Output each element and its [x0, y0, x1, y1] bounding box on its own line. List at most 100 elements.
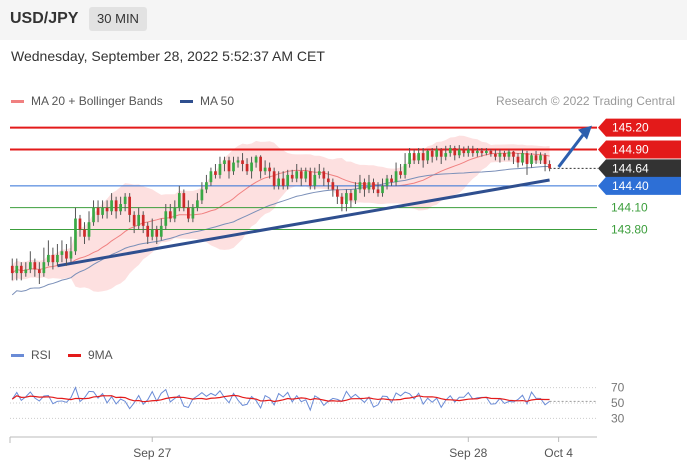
candle [51, 247, 55, 270]
candle-body [74, 218, 77, 252]
candle-body [128, 196, 132, 215]
candle-body [227, 160, 231, 172]
candle [245, 158, 249, 175]
candle-body [503, 153, 506, 157]
candle-body [141, 214, 145, 226]
rsi-ma9-line [11, 394, 550, 403]
candle [69, 236, 73, 263]
symbol-label[interactable]: USD/JPY [10, 10, 79, 27]
candle [403, 153, 407, 179]
candle-body [345, 193, 348, 204]
candle-body [245, 164, 249, 172]
candle [15, 258, 19, 281]
candle-body [164, 211, 168, 226]
candle-body [205, 182, 208, 190]
candle [150, 218, 154, 241]
candle-body [223, 160, 226, 164]
candle-body [453, 148, 457, 156]
ma50-legend: MA 50 [180, 94, 234, 108]
candle [349, 189, 353, 208]
candle-body [259, 156, 262, 172]
candle-body [105, 207, 109, 212]
candle [146, 222, 150, 244]
candle-body [376, 189, 380, 194]
candle-body [42, 262, 46, 274]
candle [485, 148, 488, 156]
ma50-legend-label: MA 50 [200, 94, 235, 108]
candle-body [390, 178, 393, 183]
candle-body [507, 151, 511, 157]
timeframe-button[interactable]: 30 MIN [89, 7, 147, 31]
candle-body [521, 153, 524, 163]
candle [354, 182, 357, 204]
level-label-0: 145.20 [612, 121, 649, 135]
candle [345, 189, 348, 212]
candle [543, 153, 547, 172]
candle [412, 149, 416, 164]
candle-body [10, 265, 14, 274]
candle-body [498, 153, 502, 157]
candle [457, 145, 461, 159]
candle [448, 145, 452, 157]
candle-body [268, 167, 271, 172]
candle [340, 193, 344, 212]
candle [367, 174, 371, 194]
candle [60, 240, 64, 263]
candle [299, 167, 303, 186]
candle [304, 167, 308, 183]
candle [56, 244, 59, 266]
candle [110, 193, 113, 215]
candle-body [354, 189, 357, 201]
candle [164, 204, 168, 230]
candle-body [69, 251, 73, 259]
x-tick-label-2: Oct 4 [544, 446, 573, 460]
candle [408, 148, 411, 168]
candle [466, 145, 470, 157]
candle-body [512, 151, 515, 157]
candle-body [177, 193, 181, 208]
candle-body [263, 167, 267, 172]
candle-body [187, 207, 190, 219]
candle-body [33, 262, 37, 270]
candle [254, 155, 258, 168]
candle [444, 145, 448, 161]
candle-body [435, 149, 439, 157]
candle-body [349, 193, 353, 201]
candle [317, 164, 321, 179]
candle [399, 164, 402, 179]
candle-body [412, 153, 416, 161]
candle-body [137, 214, 141, 226]
rsi-legend-label: RSI [31, 348, 52, 362]
candle-body [417, 153, 420, 161]
candle-body [485, 150, 488, 154]
candle [78, 214, 82, 237]
candle [430, 148, 434, 163]
candle [358, 174, 362, 194]
candle-body [543, 155, 547, 164]
candle [313, 167, 317, 190]
level-label-5: 143.80 [611, 222, 648, 236]
candle-body [159, 225, 163, 237]
candle [530, 153, 533, 168]
candle [363, 178, 366, 197]
candle-body [444, 153, 448, 157]
candle [28, 251, 32, 274]
rsi-line [11, 386, 550, 412]
candle-body [530, 155, 533, 164]
candle [372, 178, 375, 194]
candle [42, 247, 46, 277]
candle [439, 148, 443, 164]
candle-body [471, 149, 475, 154]
candle-body [37, 269, 41, 274]
candle-body [272, 171, 276, 186]
chart-header: USD/JPY 30 MIN [0, 0, 687, 40]
candle-body [56, 254, 59, 263]
candle [37, 262, 41, 284]
candle-body [250, 162, 253, 172]
candle-body [123, 196, 127, 204]
candle [177, 185, 181, 212]
candle [182, 189, 186, 212]
candle [19, 262, 23, 281]
candle [480, 148, 484, 157]
